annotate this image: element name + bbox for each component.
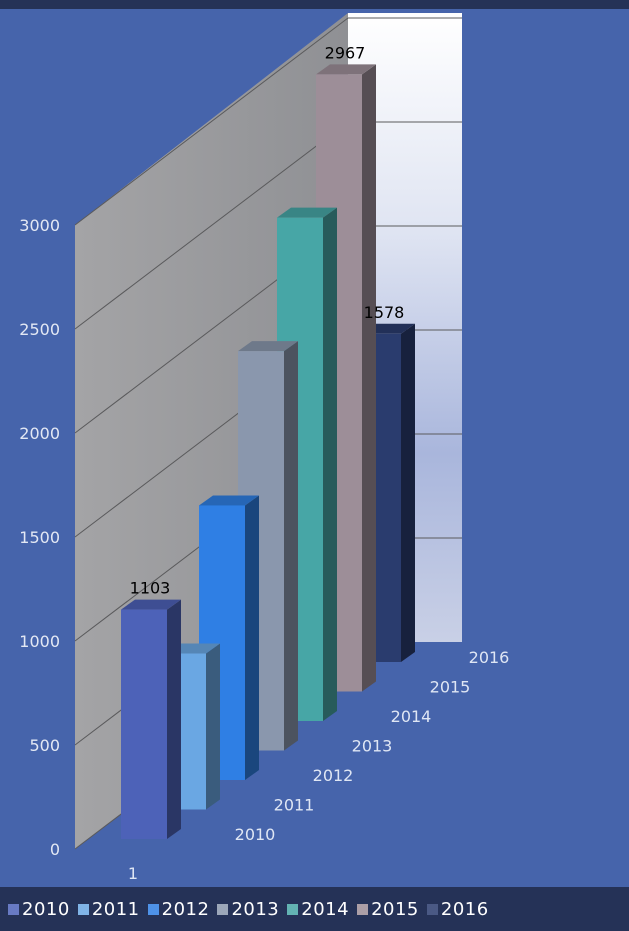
bar-top [199, 495, 259, 506]
legend-item-2014: 2014 [287, 899, 349, 920]
y-tick-label: 2000 [19, 424, 60, 443]
chart-3d-bar: 0 500 1000 1500 2000 2500 3000 2010 2011 2012 201… [19, 13, 510, 883]
y-tick-label: 1500 [19, 528, 60, 547]
legend-label: 2016 [440, 898, 489, 920]
gridline-side [74, 121, 349, 330]
bar-top [316, 64, 376, 75]
depth-axis-label: 2014 [391, 707, 432, 726]
legend-label: 2013 [231, 898, 280, 920]
depth-axis-label: 2013 [352, 737, 393, 756]
legend-item-2011: 2011 [77, 898, 140, 920]
legend-swatch [77, 903, 89, 915]
depth-axis-label: 2011 [274, 796, 315, 815]
y-tick-label: 2500 [19, 320, 60, 339]
y-tick-label: 500 [29, 736, 60, 755]
legend-item-2016: 2016 [426, 898, 489, 920]
legend-label: 2014 [301, 898, 350, 920]
depth-axis-label: 2015 [430, 678, 471, 697]
bar-front [121, 609, 167, 839]
legend-item-2013: 2013 [217, 899, 279, 920]
legend-label: 2011 [91, 898, 140, 920]
legend-swatch [287, 903, 299, 915]
legend-swatch [147, 903, 159, 915]
data-label: 1578 [364, 303, 405, 322]
legend-label: 2012 [161, 898, 210, 920]
bar-side [401, 323, 415, 662]
legend-swatch [357, 903, 369, 915]
bar-2010 [121, 599, 181, 839]
bar-side [362, 64, 376, 692]
depth-axis-label: 2012 [313, 766, 354, 785]
gridline-side [74, 17, 349, 226]
data-label: 2967 [325, 43, 366, 62]
depth-axis-label: 2016 [469, 648, 510, 667]
category-label: 1 [128, 864, 138, 883]
bar-side [245, 495, 259, 780]
data-label: 1103 [130, 579, 171, 598]
legend-item-2012: 2012 [147, 898, 210, 920]
legend-swatch [217, 903, 229, 915]
bar-side [284, 341, 298, 751]
bar-side [206, 643, 220, 810]
bar-top [121, 599, 181, 610]
bar-top [238, 341, 298, 352]
y-tick-label: 0 [50, 840, 60, 859]
legend-label: 2010 [22, 898, 70, 920]
bar-side [323, 207, 337, 721]
bar-side [167, 599, 181, 839]
y-tick-label: 3000 [19, 216, 60, 235]
y-tick-label: 1000 [19, 632, 60, 651]
legend-item-2015: 2015 [357, 899, 419, 920]
legend-swatch [426, 903, 438, 915]
legend-item-2010: 2010 [8, 899, 70, 920]
legend-label: 2015 [371, 898, 419, 920]
legend-swatch [8, 903, 19, 915]
top-border [0, 0, 629, 9]
bar-top [277, 207, 337, 218]
legend: 2010 2011 2012 2013 2014 2015 2016 [0, 887, 629, 931]
depth-axis-label: 2010 [235, 825, 276, 844]
